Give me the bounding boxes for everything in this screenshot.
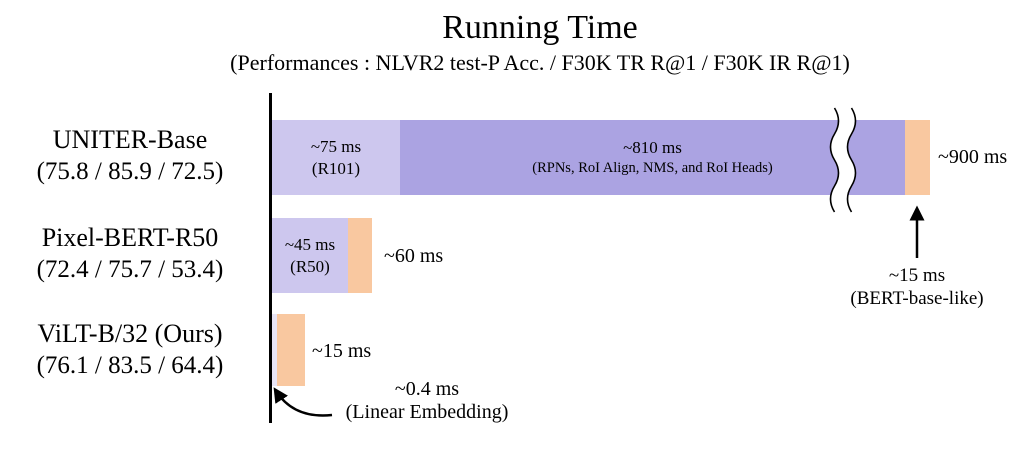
performance-scores: (75.8 / 85.9 / 72.5): [36, 158, 224, 185]
segment-uniter-transformer: [905, 120, 930, 195]
y-axis-line: [269, 93, 272, 423]
segment-time-label: ~45 ms: [284, 234, 336, 254]
segment-time-label: ~810 ms: [623, 138, 682, 157]
segment-pixelbert-backbone: ~45 ms (R50): [272, 218, 348, 293]
annotation-sublabel: (Linear Embedding): [345, 401, 509, 423]
row-label-pixelbert: Pixel-BERT-R50 (72.4 / 75.7 / 53.4): [10, 221, 250, 285]
model-name: ViLT-B/32 (Ours): [37, 319, 223, 348]
annotation-linear-embedding: ~0.4 ms (Linear Embedding): [317, 378, 537, 424]
segment-time-label: ~75 ms: [310, 136, 362, 156]
row-label-vilt: ViLT-B/32 (Ours) (76.1 / 83.5 / 64.4): [10, 317, 250, 381]
segment-sublabel: (R50): [290, 256, 330, 276]
chart-subtitle: (Performances : NLVR2 test-P Acc. / F30K…: [230, 50, 850, 75]
performance-scores: (76.1 / 83.5 / 64.4): [36, 352, 224, 379]
segment-vilt-linear-embedding: [272, 314, 277, 386]
row-label-uniter: UNITER-Base (75.8 / 85.9 / 72.5): [10, 123, 250, 187]
annotation-time: ~15 ms: [888, 265, 946, 286]
segment-pixelbert-transformer: [348, 218, 372, 293]
axis-break-icon: [829, 103, 857, 217]
segment-vilt-transformer: [277, 314, 305, 386]
segment-uniter-backbone: ~75 ms (R101): [272, 120, 400, 195]
model-name: Pixel-BERT-R50: [41, 223, 219, 252]
segment-uniter-region-ops: ~810 ms (RPNs, RoI Align, NMS, and RoI H…: [400, 120, 905, 195]
segment-sublabel: (R101): [311, 158, 361, 178]
annotation-bert: ~15 ms (BERT-base-like): [827, 264, 1007, 310]
segment-sublabel: (RPNs, RoI Align, NMS, and RoI Heads): [532, 160, 773, 176]
chart-title: Running Time: [442, 9, 638, 46]
model-name: UNITER-Base: [52, 125, 208, 154]
annotation-time: ~0.4 ms: [394, 378, 460, 400]
up-arrow-icon: [909, 205, 925, 258]
annotation-sublabel: (BERT-base-like): [850, 288, 984, 309]
total-time-label-uniter: ~900 ms: [938, 146, 1008, 168]
curved-arrow-icon: [273, 387, 333, 417]
total-time-label-vilt: ~15 ms: [312, 340, 372, 362]
total-time-label-pixelbert: ~60 ms: [384, 245, 444, 267]
performance-scores: (72.4 / 75.7 / 53.4): [36, 256, 224, 283]
